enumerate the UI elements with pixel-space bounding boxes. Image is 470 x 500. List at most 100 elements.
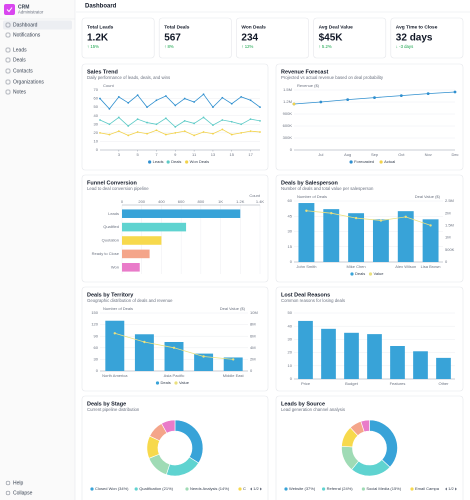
kpi-value: 1.2K bbox=[87, 33, 109, 44]
kpi-card bbox=[81, 17, 155, 59]
pager-prev[interactable] bbox=[445, 487, 447, 491]
bar bbox=[105, 320, 125, 371]
chart-subtitle: Lead to deal conversion pipeline bbox=[87, 186, 149, 191]
legend-label: Email Campa bbox=[415, 486, 440, 491]
kpi-card bbox=[158, 17, 232, 59]
y-tick-label: 8M bbox=[250, 322, 256, 327]
kpi-change: ↑ 12% bbox=[241, 44, 253, 49]
y-tick-label: 30 bbox=[288, 229, 293, 234]
data-point bbox=[183, 130, 186, 133]
legend-label: Value bbox=[179, 380, 190, 385]
chart-title: Sales Trend bbox=[87, 69, 118, 75]
data-point bbox=[164, 117, 167, 120]
bar bbox=[298, 203, 315, 262]
brand: CRM bbox=[18, 4, 29, 10]
bar bbox=[298, 320, 313, 379]
nav-item[interactable]: Help bbox=[13, 480, 24, 486]
x-tick-label: Alex Wilson bbox=[395, 264, 416, 269]
y-tick-label: 1.2M bbox=[283, 99, 292, 104]
legend-swatch bbox=[322, 487, 326, 491]
kpi-change: ↑ 15% bbox=[87, 44, 99, 49]
data-point bbox=[202, 131, 205, 133]
x-tick-label: Sep bbox=[371, 152, 379, 157]
legend-label: Qualification (21%) bbox=[139, 486, 173, 491]
legend-label: Deals bbox=[171, 159, 181, 164]
data-point bbox=[202, 116, 205, 119]
y-axis-label: Number of Deals bbox=[297, 194, 327, 199]
x-tick-label: Jul bbox=[318, 152, 323, 157]
nav-item[interactable]: Dashboard bbox=[13, 22, 38, 28]
kpi-change: ↑ 5.2% bbox=[319, 44, 332, 49]
nav-item[interactable]: Deals bbox=[13, 57, 26, 63]
y-tick-label: 10 bbox=[94, 138, 99, 143]
x-tick-label: North America bbox=[102, 373, 128, 378]
kpi-card bbox=[390, 17, 464, 59]
chart-subtitle: Lead generation channel analysis bbox=[281, 407, 345, 412]
nav-icon bbox=[5, 57, 11, 63]
data-point bbox=[212, 124, 214, 127]
role: Administrator bbox=[18, 10, 44, 15]
data-point bbox=[230, 102, 233, 105]
data-point bbox=[259, 119, 261, 122]
x-tick-label: Features bbox=[390, 381, 406, 386]
x-tick-label: Other bbox=[438, 381, 449, 386]
y-tick-label: 50 bbox=[94, 104, 99, 109]
y-tick-label: 1.5M bbox=[283, 87, 292, 92]
nav-item[interactable]: Collapse bbox=[13, 490, 33, 496]
data-point bbox=[117, 95, 120, 98]
nav-icon bbox=[5, 22, 11, 28]
logo bbox=[4, 4, 15, 15]
x-tick-label: 200 bbox=[138, 199, 145, 204]
bar bbox=[122, 209, 241, 218]
nav-item[interactable]: Notes bbox=[13, 89, 27, 95]
bar bbox=[223, 357, 243, 371]
sidebar bbox=[0, 0, 75, 500]
legend-swatch bbox=[410, 487, 414, 491]
x-tick-label: Asia Pacific bbox=[164, 373, 185, 378]
chart-title: Lost Deal Reasons bbox=[281, 292, 330, 298]
nav-item[interactable]: Notifications bbox=[13, 32, 41, 38]
x-tick-label: 3 bbox=[118, 152, 121, 157]
legend-label: Website (37%) bbox=[289, 486, 316, 491]
chart-card bbox=[81, 395, 269, 500]
nav-item[interactable]: Organizations bbox=[13, 79, 44, 85]
kpi-label: Total Leads bbox=[87, 24, 114, 30]
chart-title: Leads by Source bbox=[281, 401, 325, 407]
data-point bbox=[146, 121, 148, 124]
data-point bbox=[259, 131, 261, 133]
data-point bbox=[174, 125, 177, 128]
data-point bbox=[108, 107, 111, 110]
pager: 1/2 bbox=[253, 486, 259, 491]
pager-next[interactable] bbox=[455, 487, 457, 491]
chart-card bbox=[275, 63, 464, 171]
y-tick-label: 2M bbox=[445, 210, 451, 215]
data-point bbox=[155, 123, 158, 126]
kpi-label: Avg Deal Value bbox=[319, 24, 354, 30]
nav-item[interactable]: Leads bbox=[13, 47, 27, 53]
y-tick-label: 120 bbox=[91, 322, 98, 327]
data-point bbox=[172, 346, 176, 349]
data-point bbox=[136, 94, 139, 97]
data-point bbox=[174, 104, 177, 107]
data-point bbox=[240, 131, 243, 134]
data-point bbox=[399, 94, 403, 97]
y-tick-label: 20 bbox=[94, 130, 99, 135]
legend-label: Needs Analysis (14%) bbox=[190, 486, 230, 491]
nav-item[interactable]: Contacts bbox=[13, 68, 33, 74]
legend-swatch bbox=[185, 487, 189, 491]
series-line bbox=[99, 128, 261, 136]
data-point bbox=[164, 133, 167, 136]
pager-next[interactable] bbox=[260, 487, 262, 491]
data-point bbox=[346, 98, 350, 101]
pager-prev[interactable] bbox=[250, 487, 252, 491]
donut-slice bbox=[360, 419, 370, 433]
y-tick-label: 4M bbox=[250, 345, 256, 350]
chart-card bbox=[275, 174, 464, 283]
legend-label: C bbox=[243, 486, 246, 491]
legend-swatch bbox=[238, 487, 242, 491]
nav-icon bbox=[5, 32, 11, 38]
x-tick-label: 1.4K bbox=[256, 199, 265, 204]
legend-swatch bbox=[90, 487, 94, 491]
pager: 1/2 bbox=[448, 486, 454, 491]
y-tick-label: Won bbox=[111, 264, 119, 269]
